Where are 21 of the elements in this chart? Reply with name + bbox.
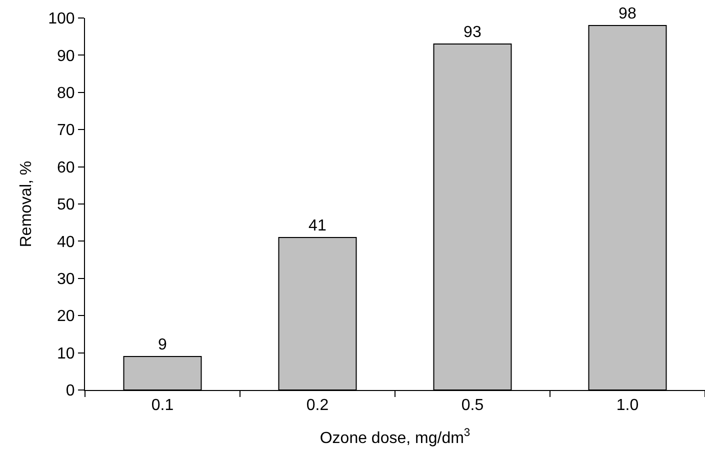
y-tick-label: 50 — [57, 196, 75, 214]
y-tick-label: 30 — [57, 271, 75, 288]
y-tick-label: 40 — [57, 234, 75, 251]
data-label: 93 — [464, 24, 482, 42]
x-tick-label: 0.2 — [306, 397, 329, 414]
y-tick-label: 70 — [57, 122, 75, 140]
y-tick-label: 80 — [57, 85, 75, 102]
y-tick-label: 60 — [57, 159, 75, 176]
data-label: 9 — [158, 336, 167, 354]
y-tick-label: 10 — [57, 345, 75, 362]
y-tick-label: 90 — [57, 48, 75, 65]
y-axis-title: Removal, % — [18, 160, 35, 248]
x-axis-title: Ozone dose, mg/dm$^{3}$ — [320, 427, 470, 447]
data-label: 98 — [618, 5, 636, 22]
y-tick-label: 0 — [66, 382, 75, 400]
x-tick-label: 1.0 — [616, 397, 639, 414]
y-tick-label: 100 — [48, 10, 75, 28]
x-tick-label: 0.1 — [151, 397, 174, 414]
y-tick-label: 20 — [57, 308, 75, 326]
x-tick-label: 0.5 — [461, 397, 484, 414]
data-label: 41 — [308, 217, 326, 234]
